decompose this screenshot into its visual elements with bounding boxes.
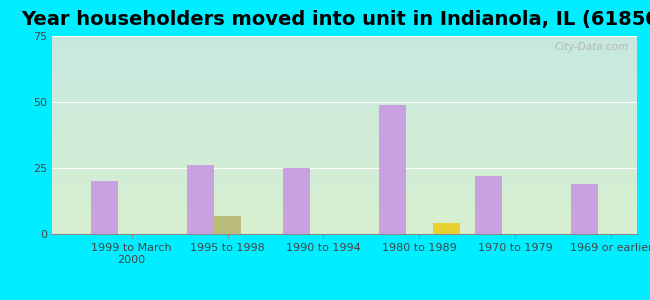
Title: Year householders moved into unit in Indianola, IL (61850): Year householders moved into unit in Ind… — [21, 10, 650, 29]
Bar — [475, 176, 502, 234]
Bar — [433, 224, 460, 234]
Bar — [91, 181, 118, 234]
Text: City-Data.com: City-Data.com — [554, 42, 628, 52]
Bar — [571, 184, 598, 234]
Bar — [187, 165, 214, 234]
Bar — [214, 215, 241, 234]
Bar — [379, 105, 406, 234]
Bar — [283, 168, 310, 234]
